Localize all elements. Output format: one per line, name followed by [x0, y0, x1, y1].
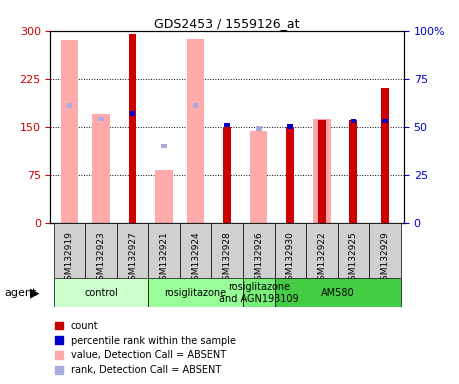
- Text: GSM132925: GSM132925: [349, 231, 358, 286]
- Bar: [148, 223, 180, 278]
- Bar: [61, 40, 78, 223]
- Bar: [54, 223, 85, 278]
- Bar: [130, 111, 135, 116]
- Text: GSM132924: GSM132924: [191, 231, 200, 286]
- Bar: [148, 278, 243, 307]
- Bar: [338, 223, 369, 278]
- Text: agent: agent: [5, 288, 37, 298]
- Bar: [212, 223, 243, 278]
- Bar: [193, 103, 198, 108]
- Text: GSM132922: GSM132922: [317, 231, 326, 286]
- Bar: [349, 120, 358, 223]
- Bar: [98, 117, 104, 121]
- Text: GSM132921: GSM132921: [160, 231, 168, 286]
- Bar: [187, 39, 204, 223]
- Legend: count, percentile rank within the sample, value, Detection Call = ABSENT, rank, : count, percentile rank within the sample…: [56, 321, 236, 375]
- Text: rosiglitazone: rosiglitazone: [165, 288, 227, 298]
- Text: ▶: ▶: [30, 286, 39, 300]
- Text: GSM132926: GSM132926: [254, 231, 263, 286]
- Bar: [54, 278, 148, 307]
- Text: GSM132930: GSM132930: [286, 231, 295, 286]
- Text: GSM132923: GSM132923: [96, 231, 106, 286]
- Bar: [369, 223, 401, 278]
- Bar: [318, 120, 326, 223]
- Bar: [274, 223, 306, 278]
- Text: GSM132928: GSM132928: [223, 231, 232, 286]
- Bar: [67, 103, 72, 108]
- Bar: [351, 119, 356, 123]
- Text: GSM132919: GSM132919: [65, 231, 74, 286]
- Text: GSM132929: GSM132929: [381, 231, 390, 286]
- Text: GSM132927: GSM132927: [128, 231, 137, 286]
- Bar: [250, 131, 268, 223]
- Bar: [117, 223, 148, 278]
- Bar: [85, 223, 117, 278]
- Bar: [224, 122, 230, 127]
- Bar: [180, 223, 212, 278]
- Bar: [313, 119, 330, 223]
- Bar: [287, 124, 293, 129]
- Bar: [243, 223, 274, 278]
- Bar: [223, 127, 231, 223]
- Bar: [274, 278, 401, 307]
- Bar: [92, 114, 110, 223]
- Bar: [243, 278, 274, 307]
- Bar: [129, 34, 136, 223]
- Text: control: control: [84, 288, 118, 298]
- Bar: [286, 127, 294, 223]
- Bar: [156, 170, 173, 223]
- Bar: [161, 144, 167, 148]
- Bar: [381, 88, 389, 223]
- Title: GDS2453 / 1559126_at: GDS2453 / 1559126_at: [155, 17, 300, 30]
- Bar: [256, 126, 262, 131]
- Bar: [306, 223, 338, 278]
- Text: rosiglitazone
and AGN193109: rosiglitazone and AGN193109: [219, 282, 298, 304]
- Text: AM580: AM580: [321, 288, 354, 298]
- Bar: [382, 119, 388, 123]
